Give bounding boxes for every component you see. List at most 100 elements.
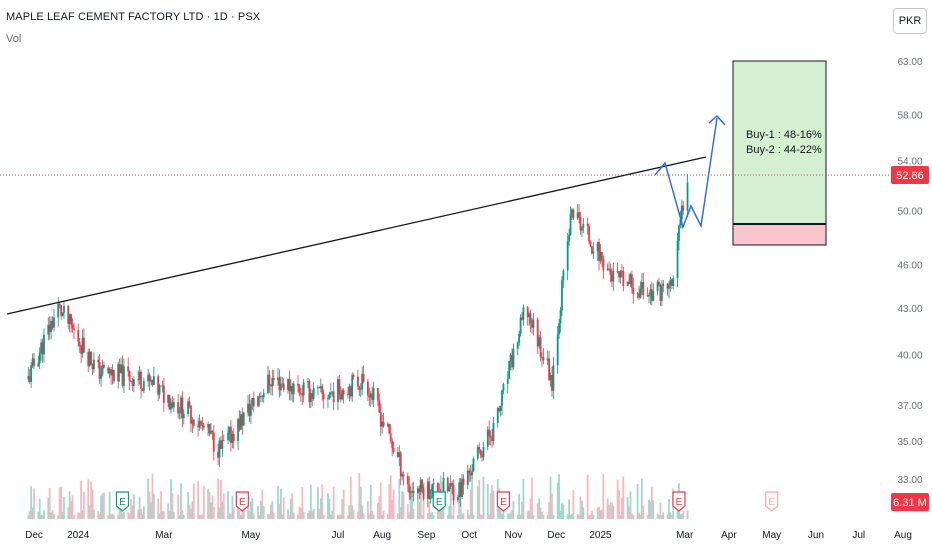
candle-body bbox=[160, 385, 162, 387]
trendline[interactable] bbox=[6, 156, 707, 315]
candle-body bbox=[669, 279, 672, 286]
earnings-marker[interactable]: E bbox=[115, 491, 130, 512]
volume-bar bbox=[536, 503, 539, 519]
volume-bar bbox=[111, 513, 114, 519]
candle-body bbox=[598, 242, 600, 262]
candle-body bbox=[202, 425, 205, 428]
volume-bar bbox=[638, 512, 640, 519]
candle-body bbox=[461, 478, 463, 497]
volume-legend: Vol bbox=[6, 33, 22, 45]
volume-bar bbox=[121, 513, 124, 519]
candle-body bbox=[41, 342, 44, 355]
candle-body bbox=[536, 319, 539, 347]
volume-bar bbox=[596, 507, 599, 519]
price-axis[interactable]: 63.00 58.00 54.00 50.00 46.00 43.00 40.00 37.00… bbox=[897, 57, 922, 486]
earnings-marker[interactable]: E bbox=[765, 491, 779, 512]
volume-bar bbox=[541, 511, 543, 519]
volume-bar bbox=[342, 489, 345, 519]
price-tick-label: 54.00 bbox=[897, 157, 922, 168]
candle-body bbox=[408, 484, 411, 493]
volume-bar bbox=[98, 514, 101, 519]
projection-path[interactable] bbox=[654, 117, 718, 230]
currency-button[interactable]: PKR bbox=[893, 8, 927, 34]
earnings-marker[interactable]: E bbox=[432, 491, 446, 512]
candle-body bbox=[491, 437, 493, 441]
candle-body bbox=[118, 364, 121, 374]
price-tick-label: 40.00 bbox=[897, 351, 922, 362]
candle-body bbox=[482, 446, 485, 458]
candle-body bbox=[120, 364, 122, 374]
volume-bar bbox=[532, 514, 535, 519]
candle-body bbox=[132, 379, 135, 387]
candle-body bbox=[419, 479, 422, 492]
projection-arrowhead bbox=[708, 115, 726, 126]
last-price-label: 52.86 bbox=[896, 170, 924, 182]
volume-bar bbox=[512, 501, 515, 519]
candle-body bbox=[322, 393, 325, 400]
volume-bar bbox=[436, 510, 439, 519]
candle-body bbox=[428, 481, 431, 500]
candle-body bbox=[381, 421, 384, 427]
candle-body bbox=[652, 291, 655, 301]
volume-bar bbox=[399, 507, 402, 519]
volume-bar bbox=[281, 514, 284, 519]
candle-body bbox=[609, 269, 612, 275]
candle-body bbox=[182, 414, 185, 419]
volume-bar bbox=[272, 512, 275, 519]
candle-body bbox=[618, 272, 620, 278]
candle-body bbox=[50, 321, 53, 332]
stop-zone[interactable] bbox=[732, 223, 827, 246]
volume-bar bbox=[197, 481, 199, 519]
time-tick-label: May bbox=[241, 530, 260, 541]
candle-body bbox=[207, 424, 209, 428]
volume-bar bbox=[389, 475, 392, 519]
candle-body bbox=[519, 317, 522, 334]
drawings[interactable]: Buy-1 : 48-16% Buy-2 : 44-22% bbox=[6, 60, 827, 315]
volume-bar bbox=[152, 493, 155, 519]
candle-body bbox=[588, 226, 590, 242]
volume-bar bbox=[103, 492, 105, 519]
candle-body bbox=[327, 398, 329, 400]
time-axis[interactable]: Dec 2024 Mar May Jul Aug Sep Oct Nov Dec 2025 Mar Ap… bbox=[25, 530, 912, 541]
candle-body bbox=[177, 401, 180, 414]
candle-body bbox=[670, 279, 673, 286]
candle-body bbox=[251, 398, 254, 406]
volume-bar bbox=[217, 478, 219, 519]
earnings-marker[interactable]: E bbox=[235, 491, 249, 512]
volume-bar bbox=[351, 505, 354, 519]
candle-body bbox=[298, 385, 301, 394]
candle-body bbox=[552, 365, 555, 391]
candle-body bbox=[48, 324, 51, 332]
candle-body bbox=[249, 405, 252, 416]
earnings-marker[interactable]: E bbox=[672, 491, 686, 512]
candle-body bbox=[378, 400, 381, 413]
price-tick-label: 50.00 bbox=[897, 206, 922, 217]
candle-body bbox=[90, 351, 92, 365]
candle-body bbox=[33, 358, 35, 367]
target-zone[interactable] bbox=[732, 60, 827, 225]
volume-bar bbox=[180, 483, 182, 519]
candle-body bbox=[412, 490, 415, 494]
volume-bar bbox=[279, 488, 282, 519]
candle-body bbox=[241, 414, 244, 426]
volume-bar bbox=[108, 491, 111, 519]
candle-body bbox=[220, 440, 222, 449]
volume-bar bbox=[519, 514, 522, 519]
annotation-line-1: Buy-1 : 48-16% bbox=[746, 129, 822, 141]
time-tick-label: Sep bbox=[418, 530, 436, 541]
earnings-marker[interactable]: E bbox=[496, 491, 511, 512]
candle-body bbox=[302, 382, 305, 396]
candle-body bbox=[83, 337, 85, 353]
volume-bar bbox=[622, 476, 625, 519]
candle-body bbox=[230, 426, 232, 443]
candle-body bbox=[127, 366, 130, 372]
candle-body bbox=[342, 390, 345, 395]
candle-body bbox=[566, 241, 569, 271]
volume-bar bbox=[43, 510, 45, 519]
candle-body bbox=[140, 371, 142, 389]
volume-bar bbox=[181, 510, 184, 519]
volume-bar bbox=[241, 511, 244, 519]
candle-body bbox=[232, 433, 235, 441]
